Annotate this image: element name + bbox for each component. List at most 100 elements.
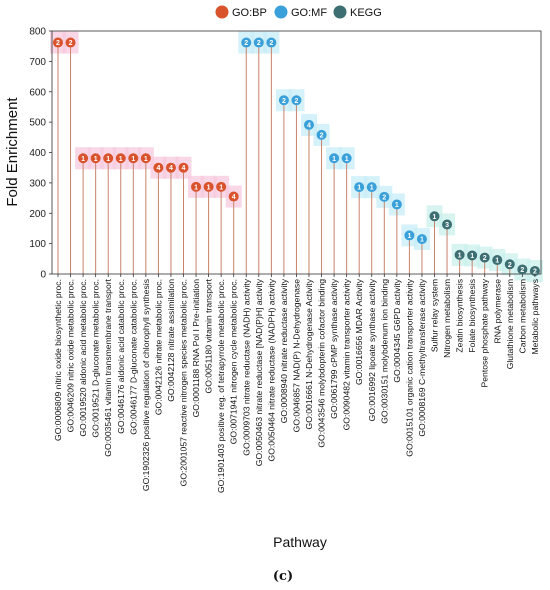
x-tick-label: GO:0051180 vitamin transport xyxy=(204,278,214,393)
x-tick-label: Folate biosynthesis xyxy=(467,279,477,353)
x-axis-tick-labels: GO:0006809 nitric oxide biosynthetic pro… xyxy=(53,274,540,493)
legend-marker-kegg xyxy=(333,5,347,19)
lollipop-point xyxy=(253,37,264,48)
point-count-label: 1 xyxy=(357,185,361,192)
lollipop-point xyxy=(316,129,327,140)
x-tick-label: GO:0016656 MDAR Activity xyxy=(354,278,364,385)
x-tick-label: Pentose phosphate pathway xyxy=(480,278,490,387)
x-tick-label: Metabolic pathways xyxy=(530,279,540,354)
point-count-label: 4 xyxy=(307,122,311,129)
x-tick-label: GO:0043546 molybdopterin cofactor bindin… xyxy=(317,279,327,448)
lollipop-point xyxy=(329,153,340,164)
x-tick-label: GO:0046857 NAD(P) N-Dehydrogenase xyxy=(291,279,301,433)
lollipop-point xyxy=(216,181,227,192)
point-count-label: 4 xyxy=(232,194,236,201)
lollipop-point xyxy=(140,153,151,164)
legend-marker-bp xyxy=(215,5,229,19)
point-count-label: 2 xyxy=(56,40,60,47)
y-axis-ticks: 0 100 200 300 400 500 600 700 800 xyxy=(29,27,52,281)
lollipop-point xyxy=(178,162,189,173)
point-count-label: 2 xyxy=(382,194,386,201)
lollipop-point xyxy=(53,37,63,48)
point-count-label: 1 xyxy=(119,156,123,163)
lollipop-point xyxy=(341,153,352,164)
y-tick-label: 200 xyxy=(29,209,46,220)
x-tick-label: RNA polymerase xyxy=(492,279,502,344)
lollipop-point xyxy=(241,37,252,48)
lollipop-point xyxy=(416,234,427,245)
y-tick-label: 100 xyxy=(29,239,46,250)
y-tick-label: 600 xyxy=(29,87,46,98)
point-count-label: 4 xyxy=(156,165,160,172)
x-tick-label: Nitrogen metabolism xyxy=(442,279,452,358)
lollipop-point xyxy=(454,249,465,260)
point-count-label: 1 xyxy=(131,156,135,163)
point-count-label: 1 xyxy=(458,252,462,259)
x-tick-label: GO:2001057 reactive nitrogen species met… xyxy=(179,279,189,486)
lollipop-point xyxy=(354,182,365,193)
point-count-label: 4 xyxy=(169,165,173,172)
x-tick-label: Zeatin biosynthesis xyxy=(455,279,465,353)
point-count-label: 1 xyxy=(81,156,85,163)
y-tick-label: 700 xyxy=(29,57,46,68)
x-tick-label: Carbon metabolism xyxy=(517,279,527,354)
lollipop-point xyxy=(203,181,214,192)
x-tick-label: GO:0019521 D-gluconate metabolic proc. xyxy=(91,279,101,438)
legend-label-kegg: KEGG xyxy=(350,7,382,19)
lollipop-dots: 2 2 1 1 1 1 1 1 4 4 4 1 1 1 4 2 2 2 2 2 4 2 1 1 1 1 2 1 1 1 1 3 1 1 2 1 2 2 2 xyxy=(53,37,540,276)
point-count-label: 2 xyxy=(244,40,248,47)
lollipop-point xyxy=(379,191,390,202)
x-tick-label: GO:0061799 cPMP synthase activity xyxy=(329,278,339,419)
point-count-label: 1 xyxy=(470,253,474,260)
x-tick-label: GO:0071941 nitrogen cycle metabolic proc… xyxy=(229,279,239,444)
x-tick-label: GO:0016661 N-Dehydrogenase Activity xyxy=(304,278,314,429)
lollipop-point xyxy=(153,162,164,173)
point-count-label: 1 xyxy=(207,184,211,191)
legend-label-bp: GO:BP xyxy=(232,7,267,19)
lollipop-point xyxy=(291,95,302,106)
point-count-label: 1 xyxy=(332,156,336,163)
x-axis-title: Pathway xyxy=(273,534,327,550)
legend-label-mf: GO:MF xyxy=(291,7,327,19)
point-count-label: 2 xyxy=(282,98,286,105)
legend-marker-mf xyxy=(274,5,288,19)
point-count-label: 2 xyxy=(508,262,512,269)
lollipop-point xyxy=(467,250,478,261)
y-tick-label: 500 xyxy=(29,118,46,129)
point-count-label: 1 xyxy=(194,184,198,191)
x-tick-label: Glutathione metabolism xyxy=(505,279,515,369)
point-count-label: 2 xyxy=(294,98,298,105)
lollipop-point xyxy=(492,255,503,266)
x-tick-label: GO:1901403 positive reg. of tetrapyrrole… xyxy=(216,279,226,493)
x-tick-label: GO:0004345 G6PD activity xyxy=(392,278,402,382)
x-tick-label: GO:0050463 nitrate reductase [NAD(P)H] a… xyxy=(254,278,264,466)
lollipop-point xyxy=(65,37,76,48)
point-count-label: 1 xyxy=(219,184,223,191)
x-tick-label: GO:0042126 nitrate metabolic proc. xyxy=(153,279,163,415)
lollipop-point xyxy=(479,252,490,263)
lollipop-point xyxy=(78,153,89,164)
lollipop-point xyxy=(504,259,515,270)
x-tick-label: GO:0046176 aldonic acid catabolic proc. xyxy=(116,279,126,434)
point-count-label: 2 xyxy=(520,267,524,274)
point-count-label: 1 xyxy=(395,202,399,209)
lollipop-point xyxy=(165,162,176,173)
x-tick-label: GO:1902326 positive regulation of chloro… xyxy=(141,279,151,491)
y-tick-label: 800 xyxy=(29,27,46,38)
point-count-label: 4 xyxy=(182,165,186,172)
legend: GO:BP GO:MF KEGG xyxy=(215,5,382,19)
lollipop-point xyxy=(517,264,528,275)
x-tick-label: GO:0015101 organic cation transporter ac… xyxy=(404,278,414,456)
lollipop-point xyxy=(304,119,314,130)
x-tick-label: GO:0009703 nitrate reductase (NADH) acti… xyxy=(241,278,251,455)
lollipop-point xyxy=(366,182,377,193)
lollipop-point xyxy=(404,230,415,241)
x-tick-label: GO:0050464 nitrate reductase (NADPH) act… xyxy=(266,278,276,461)
point-count-label: 2 xyxy=(533,268,537,275)
point-count-label: 1 xyxy=(106,156,110,163)
x-tick-label: GO:0046209 nitric oxide metabolic proc. xyxy=(66,279,76,432)
lollipop-point xyxy=(191,181,202,192)
panel-label: (c) xyxy=(273,569,293,584)
lollipop-point xyxy=(266,37,277,48)
point-count-label: 1 xyxy=(495,258,499,265)
